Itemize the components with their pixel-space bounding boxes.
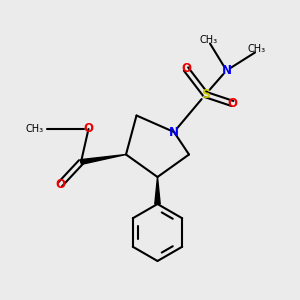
Text: O: O: [227, 97, 238, 110]
Text: O: O: [55, 178, 65, 191]
Text: S: S: [201, 88, 210, 101]
Polygon shape: [81, 154, 126, 164]
Text: O: O: [181, 62, 191, 76]
Text: CH₃: CH₃: [200, 35, 217, 45]
Text: N: N: [221, 64, 232, 77]
Text: N: N: [169, 125, 179, 139]
Polygon shape: [155, 177, 160, 204]
Text: CH₃: CH₃: [26, 124, 44, 134]
Text: O: O: [83, 122, 94, 136]
Text: CH₃: CH₃: [248, 44, 266, 55]
